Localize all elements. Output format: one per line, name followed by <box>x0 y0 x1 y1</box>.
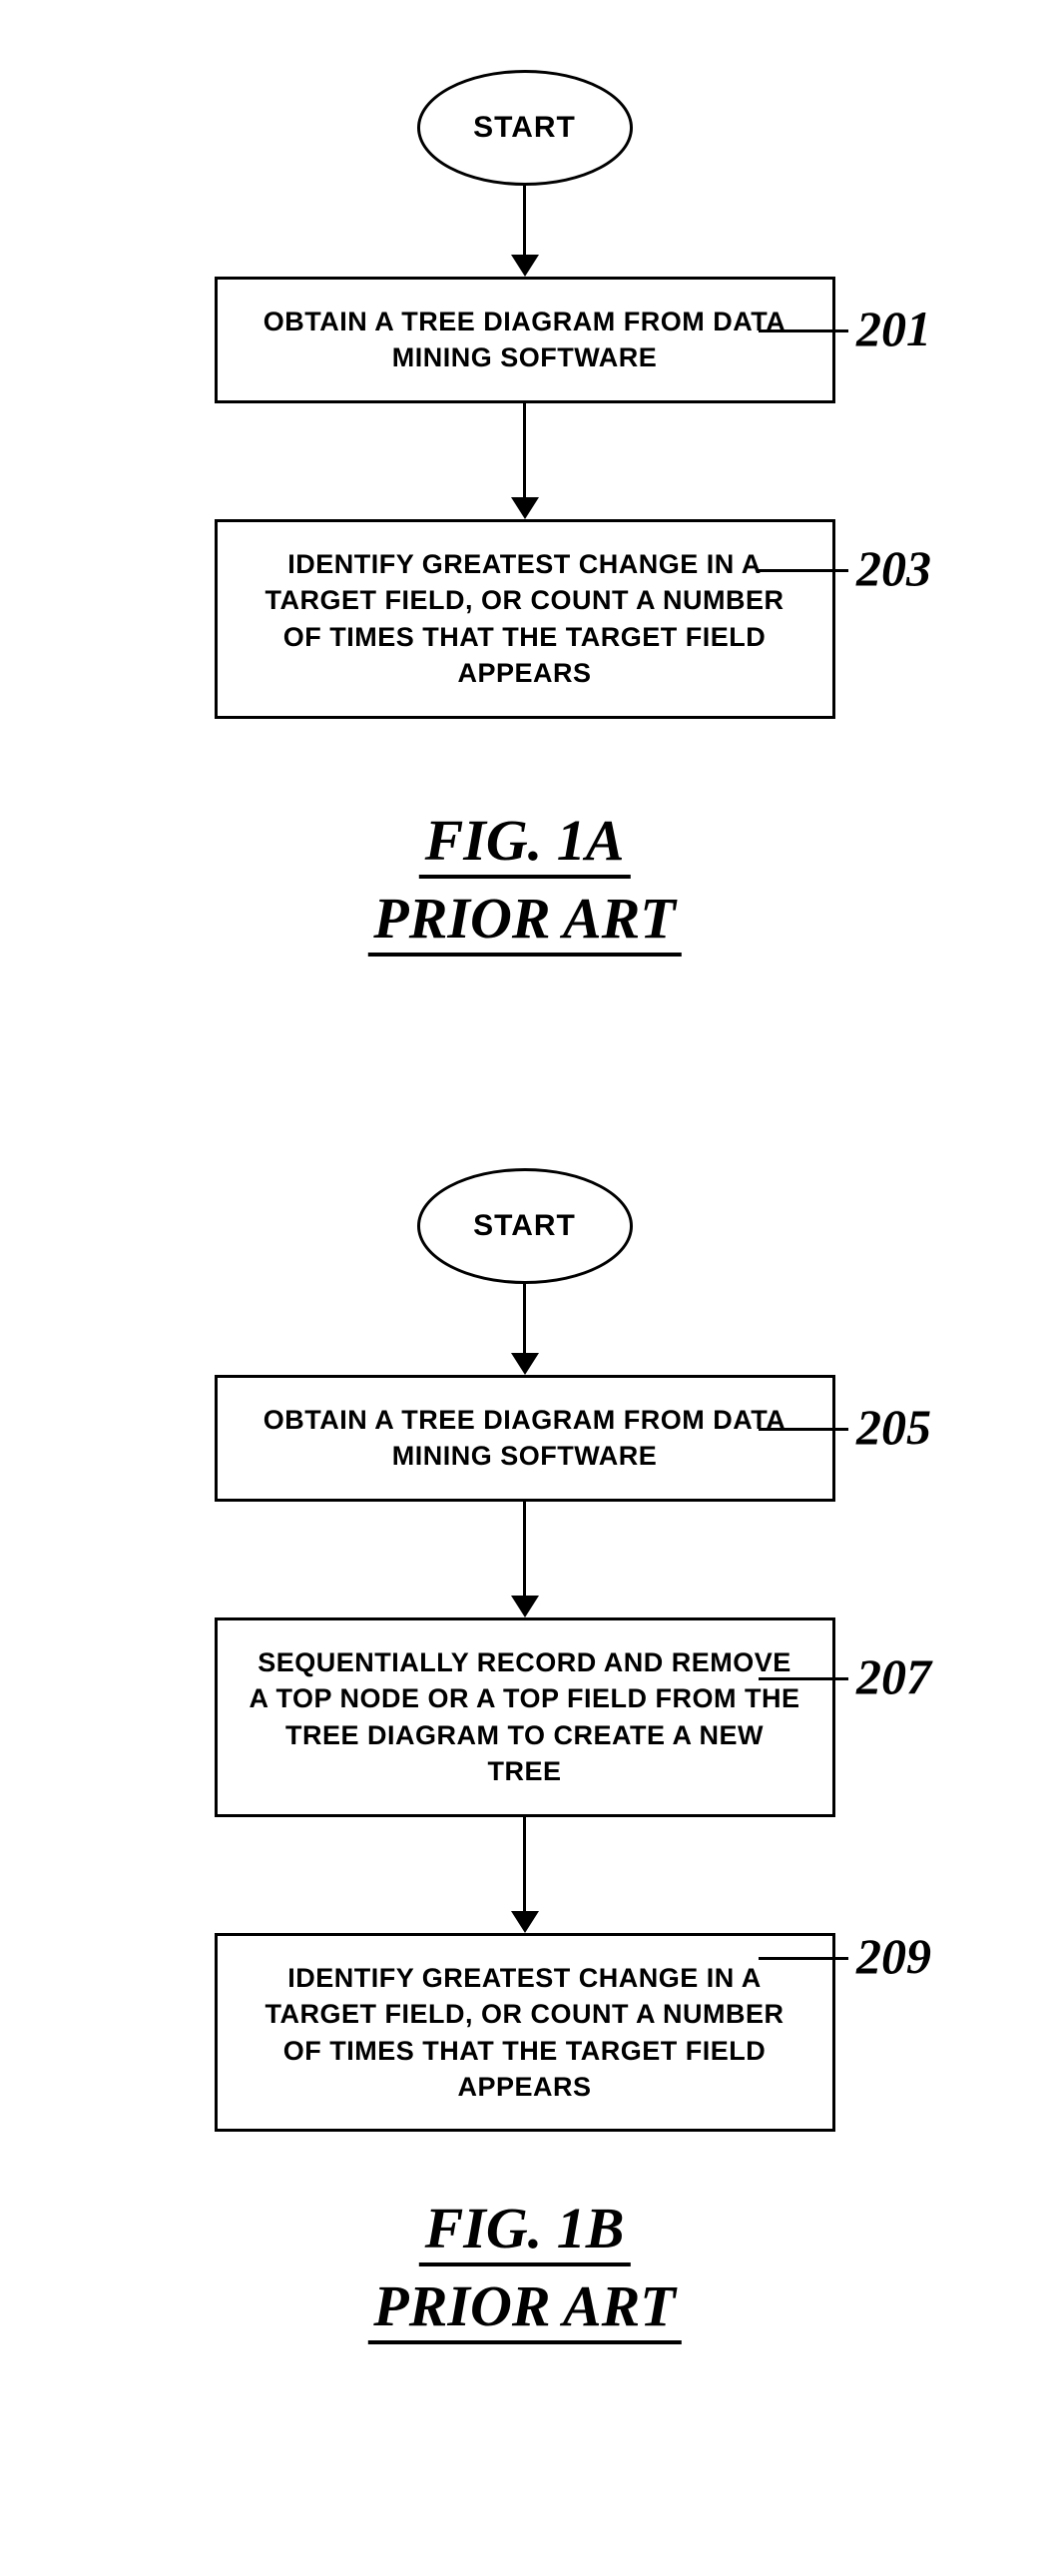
page: START OBTAIN A TREE DIAGRAM FROM DATA MI… <box>0 0 1049 2576</box>
fig1a-caption-line2: PRIOR ART <box>367 887 681 957</box>
fig1b-box3-text: IDENTIFY GREATEST CHANGE IN A TARGET FIE… <box>265 1963 785 2102</box>
leader-line <box>759 1428 848 1431</box>
fig1b-box-205: OBTAIN A TREE DIAGRAM FROM DATA MINING S… <box>215 1375 835 1502</box>
fig1a-box2-text: IDENTIFY GREATEST CHANGE IN A TARGET FIE… <box>265 549 785 688</box>
fig1b-caption: FIG. 1B PRIOR ART <box>367 2197 681 2344</box>
fig1b-caption-line1: FIG. 1B <box>419 2197 631 2266</box>
fig-1a-flowchart: START OBTAIN A TREE DIAGRAM FROM DATA MI… <box>215 70 835 719</box>
fig1b-box-207: SEQUENTIALLY RECORD AND REMOVE A TOP NOD… <box>215 1617 835 1817</box>
fig1b-box1-text: OBTAIN A TREE DIAGRAM FROM DATA MINING S… <box>263 1405 786 1471</box>
fig1a-start-node: START <box>417 70 633 186</box>
ref-label-201: 201 <box>856 300 931 357</box>
leader-line <box>759 329 848 332</box>
fig1a-caption-line1: FIG. 1A <box>419 809 631 879</box>
ref-label-203: 203 <box>856 539 931 597</box>
ref-label-209: 209 <box>856 1927 931 1985</box>
fig-1b-flowchart: START OBTAIN A TREE DIAGRAM FROM DATA MI… <box>215 1168 835 2132</box>
fig1a-box-201: OBTAIN A TREE DIAGRAM FROM DATA MINING S… <box>215 277 835 403</box>
ref-label-205: 205 <box>856 1398 931 1456</box>
fig1a-box-203: IDENTIFY GREATEST CHANGE IN A TARGET FIE… <box>215 519 835 719</box>
leader-line <box>759 1677 848 1680</box>
ref-label-207: 207 <box>856 1647 931 1705</box>
fig1a-start-label: START <box>473 111 576 145</box>
fig1b-start-node: START <box>417 1168 633 1284</box>
fig1a-box1-text: OBTAIN A TREE DIAGRAM FROM DATA MINING S… <box>263 307 786 372</box>
arrow-icon <box>511 403 539 519</box>
fig1b-caption-line2: PRIOR ART <box>367 2274 681 2344</box>
arrow-icon <box>511 1502 539 1617</box>
arrow-icon <box>511 1817 539 1933</box>
fig1b-box2-text: SEQUENTIALLY RECORD AND REMOVE A TOP NOD… <box>249 1647 799 1786</box>
fig1b-start-label: START <box>473 1209 576 1243</box>
arrow-icon <box>511 1284 539 1375</box>
arrow-icon <box>511 186 539 277</box>
fig1a-caption: FIG. 1A PRIOR ART <box>367 809 681 957</box>
fig1b-box-209: IDENTIFY GREATEST CHANGE IN A TARGET FIE… <box>215 1933 835 2133</box>
leader-line <box>759 569 848 572</box>
leader-line <box>759 1957 848 1960</box>
